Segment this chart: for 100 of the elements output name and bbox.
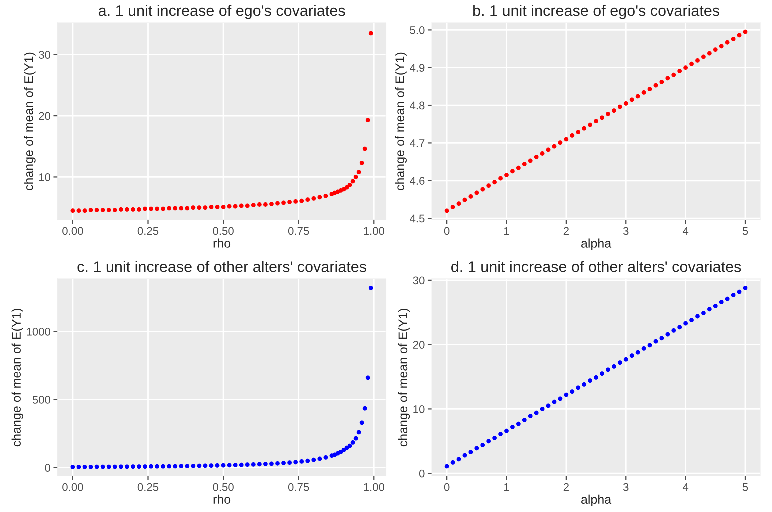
point — [702, 311, 706, 316]
point — [612, 364, 616, 369]
point — [350, 179, 356, 184]
point — [702, 54, 706, 60]
point — [88, 464, 94, 470]
point — [155, 206, 160, 212]
point — [203, 464, 208, 468]
point — [450, 205, 456, 210]
point — [294, 460, 298, 465]
x-tick-label: 0.75 — [288, 483, 310, 492]
point — [444, 208, 450, 214]
y-tick-label: 4.5 — [410, 214, 425, 223]
point — [318, 195, 322, 200]
point — [660, 80, 664, 84]
point — [636, 350, 640, 355]
x-tick-label: 3 — [623, 227, 629, 236]
point — [94, 464, 100, 470]
point — [270, 462, 274, 466]
point — [719, 44, 724, 49]
point — [179, 464, 184, 469]
point — [510, 169, 515, 174]
point — [209, 205, 214, 210]
y-tick-label: 1000 — [27, 328, 51, 336]
point — [594, 375, 598, 380]
point — [504, 428, 509, 434]
point — [588, 122, 593, 128]
point — [660, 336, 664, 341]
point — [288, 200, 292, 204]
chart-title: d. 1 unit increase of other alters' covariates — [452, 261, 742, 272]
point — [737, 33, 742, 38]
point — [76, 208, 82, 214]
point — [696, 58, 700, 63]
point — [82, 464, 88, 470]
point — [642, 346, 646, 351]
point — [648, 87, 652, 92]
point — [276, 461, 280, 466]
point — [356, 170, 362, 175]
point — [131, 464, 136, 469]
point — [522, 162, 527, 166]
y-tick-label: 0 — [419, 470, 425, 478]
point — [462, 198, 468, 202]
point — [528, 158, 533, 164]
point — [654, 339, 658, 344]
point — [167, 464, 172, 469]
point — [558, 140, 563, 146]
x-tick-label: 1.00 — [364, 483, 385, 492]
point — [215, 205, 220, 210]
point — [719, 300, 724, 305]
point — [486, 439, 492, 444]
x-axis-title: alpha — [582, 494, 612, 507]
point — [257, 202, 262, 207]
point — [606, 368, 610, 372]
point — [546, 148, 551, 152]
chart-title: c. 1 unit increase of other alters' covariates — [78, 261, 366, 272]
point — [576, 386, 581, 390]
point — [737, 290, 742, 294]
point — [672, 328, 676, 333]
point — [498, 176, 503, 181]
point — [106, 208, 112, 212]
point — [642, 90, 646, 95]
point — [88, 208, 94, 212]
point — [288, 460, 292, 466]
point — [294, 200, 298, 204]
point — [725, 296, 730, 302]
point — [684, 321, 688, 326]
point — [678, 69, 682, 74]
point — [137, 464, 142, 469]
point — [540, 152, 545, 156]
point — [528, 414, 533, 418]
point — [558, 396, 563, 402]
point — [179, 206, 184, 211]
chart-title: a. 1 unit increase of ego's covariates — [98, 5, 346, 20]
point — [282, 200, 286, 206]
x-tick-label: 3 — [623, 483, 629, 492]
point — [516, 166, 521, 170]
point — [239, 204, 244, 208]
point — [534, 410, 539, 416]
point — [221, 463, 226, 468]
point — [480, 443, 486, 448]
point — [360, 420, 364, 426]
point — [354, 436, 358, 441]
x-tick-label: 0.50 — [213, 483, 234, 492]
y-axis-title: change of mean of E(Y1) — [395, 52, 407, 190]
x-tick-label: 2 — [564, 483, 569, 492]
point — [362, 406, 368, 411]
point — [300, 198, 304, 204]
point — [215, 463, 220, 468]
x-tick-label: 1.00 — [364, 227, 385, 236]
point — [570, 390, 575, 394]
y-tick-label: 0 — [45, 464, 51, 472]
point — [564, 392, 569, 398]
point — [462, 453, 468, 458]
point — [552, 400, 557, 404]
point — [197, 206, 202, 210]
point — [76, 464, 82, 470]
point — [149, 206, 154, 212]
x-tick-label: 0.25 — [138, 483, 159, 492]
x-axis-title: alpha — [582, 238, 612, 250]
point — [666, 332, 670, 337]
point — [124, 207, 130, 212]
